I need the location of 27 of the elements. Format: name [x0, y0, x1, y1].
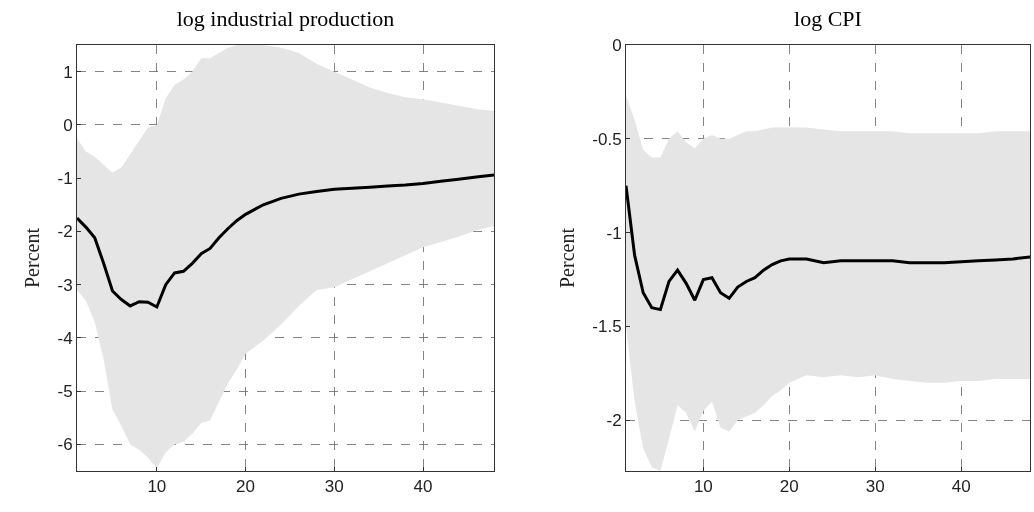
y-tick-label: -6: [57, 435, 73, 455]
y-tick-label: -1.5: [592, 317, 622, 337]
x-tick-label: 20: [236, 477, 256, 497]
y-axis-title: Percent: [20, 227, 43, 288]
x-tick-label: 20: [779, 477, 799, 497]
line-series: [77, 173, 494, 309]
x-tick-label: 10: [147, 477, 167, 497]
x-tick-label: 30: [324, 477, 344, 497]
y-tick-label: -1: [57, 169, 73, 189]
line-series: [626, 184, 1030, 312]
y-tick-label: -2: [57, 222, 73, 242]
y-tick-label: -5: [57, 382, 73, 402]
y-tick-label: 0: [63, 115, 73, 135]
chart-title: log industrial production: [176, 5, 395, 31]
y-tick-label: -3: [57, 275, 73, 295]
y-tick-label: 0: [612, 35, 622, 55]
y-axis-title: Percent: [555, 227, 578, 288]
y-tick-label: -2: [606, 411, 622, 431]
y-tick-label: -0.5: [592, 129, 622, 149]
y-tick-label: -4: [57, 328, 73, 348]
x-tick-label: 10: [693, 477, 713, 497]
y-tick-label: -1: [606, 223, 622, 243]
x-tick-label: 40: [413, 477, 433, 497]
x-tick-label: 40: [951, 477, 971, 497]
chart-title: log CPI: [794, 5, 862, 31]
x-tick-label: 30: [865, 477, 885, 497]
y-tick-label: 1: [63, 62, 73, 82]
